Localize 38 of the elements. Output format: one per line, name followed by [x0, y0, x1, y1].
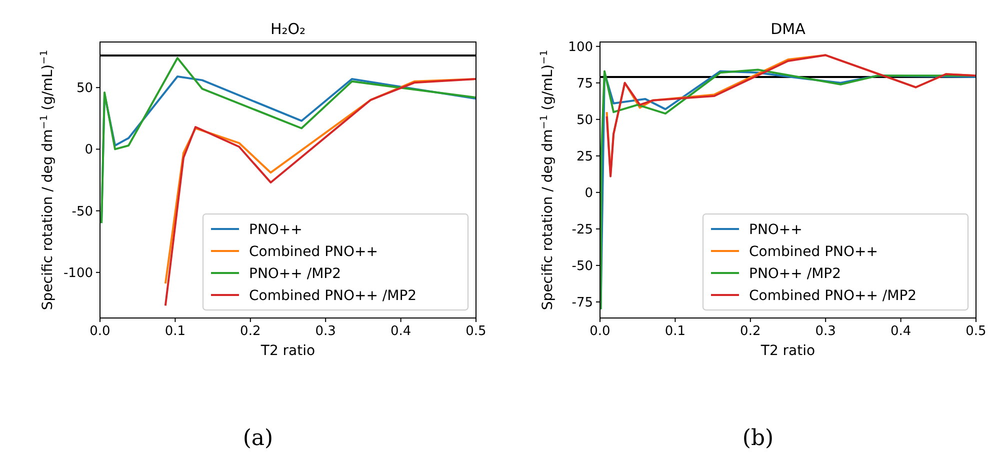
y-tick-label: -75: [572, 295, 593, 310]
x-tick-label: 0.1: [664, 324, 686, 339]
chart-title: DMA: [770, 20, 806, 38]
x-tick-label: 0.2: [240, 324, 261, 339]
x-tick-label: 0.0: [590, 324, 610, 339]
x-axis-title: T2 ratio: [760, 343, 816, 359]
legend-label: Combined PNO++: [749, 244, 878, 260]
y-tick-label: 25: [576, 149, 593, 164]
legend-label: Combined PNO++: [249, 244, 378, 260]
y-tick-label: 75: [576, 76, 593, 92]
x-tick-label: 0.3: [315, 324, 336, 339]
legend-label: Combined PNO++ /MP2: [249, 288, 417, 304]
text: (a): [242, 426, 274, 451]
y-tick-label: 100: [568, 40, 593, 55]
y-tick-label: -25: [572, 222, 593, 238]
chart-title: H₂O₂: [270, 20, 306, 38]
y-tick-label: -50: [72, 204, 93, 220]
y-tick-label: 0: [84, 142, 93, 158]
x-tick-label: 0.4: [390, 324, 412, 339]
x-tick-label: 0.2: [740, 324, 761, 339]
legend-label: PNO++: [749, 222, 802, 238]
y-tick-label: 0: [584, 186, 593, 201]
x-tick-label: 0.3: [815, 324, 836, 339]
y-tick-label: 50: [76, 81, 93, 96]
x-tick-label: 0.5: [966, 324, 986, 339]
x-tick-label: 0.5: [466, 324, 486, 339]
y-tick-label: -50: [572, 258, 593, 274]
x-tick-label: 0.4: [890, 324, 912, 339]
legend-label: Combined PNO++ /MP2: [749, 288, 917, 304]
legend-label: PNO++ /MP2: [249, 266, 341, 282]
text: (b): [742, 426, 774, 451]
x-axis-title: T2 ratio: [260, 343, 316, 359]
legend-label: PNO++ /MP2: [749, 266, 841, 282]
x-tick-label: 0.1: [164, 324, 186, 339]
y-tick-label: 50: [576, 112, 593, 128]
x-tick-label: 0.0: [90, 324, 110, 339]
y-tick-label: -100: [63, 266, 93, 281]
legend-label: PNO++: [249, 222, 302, 238]
